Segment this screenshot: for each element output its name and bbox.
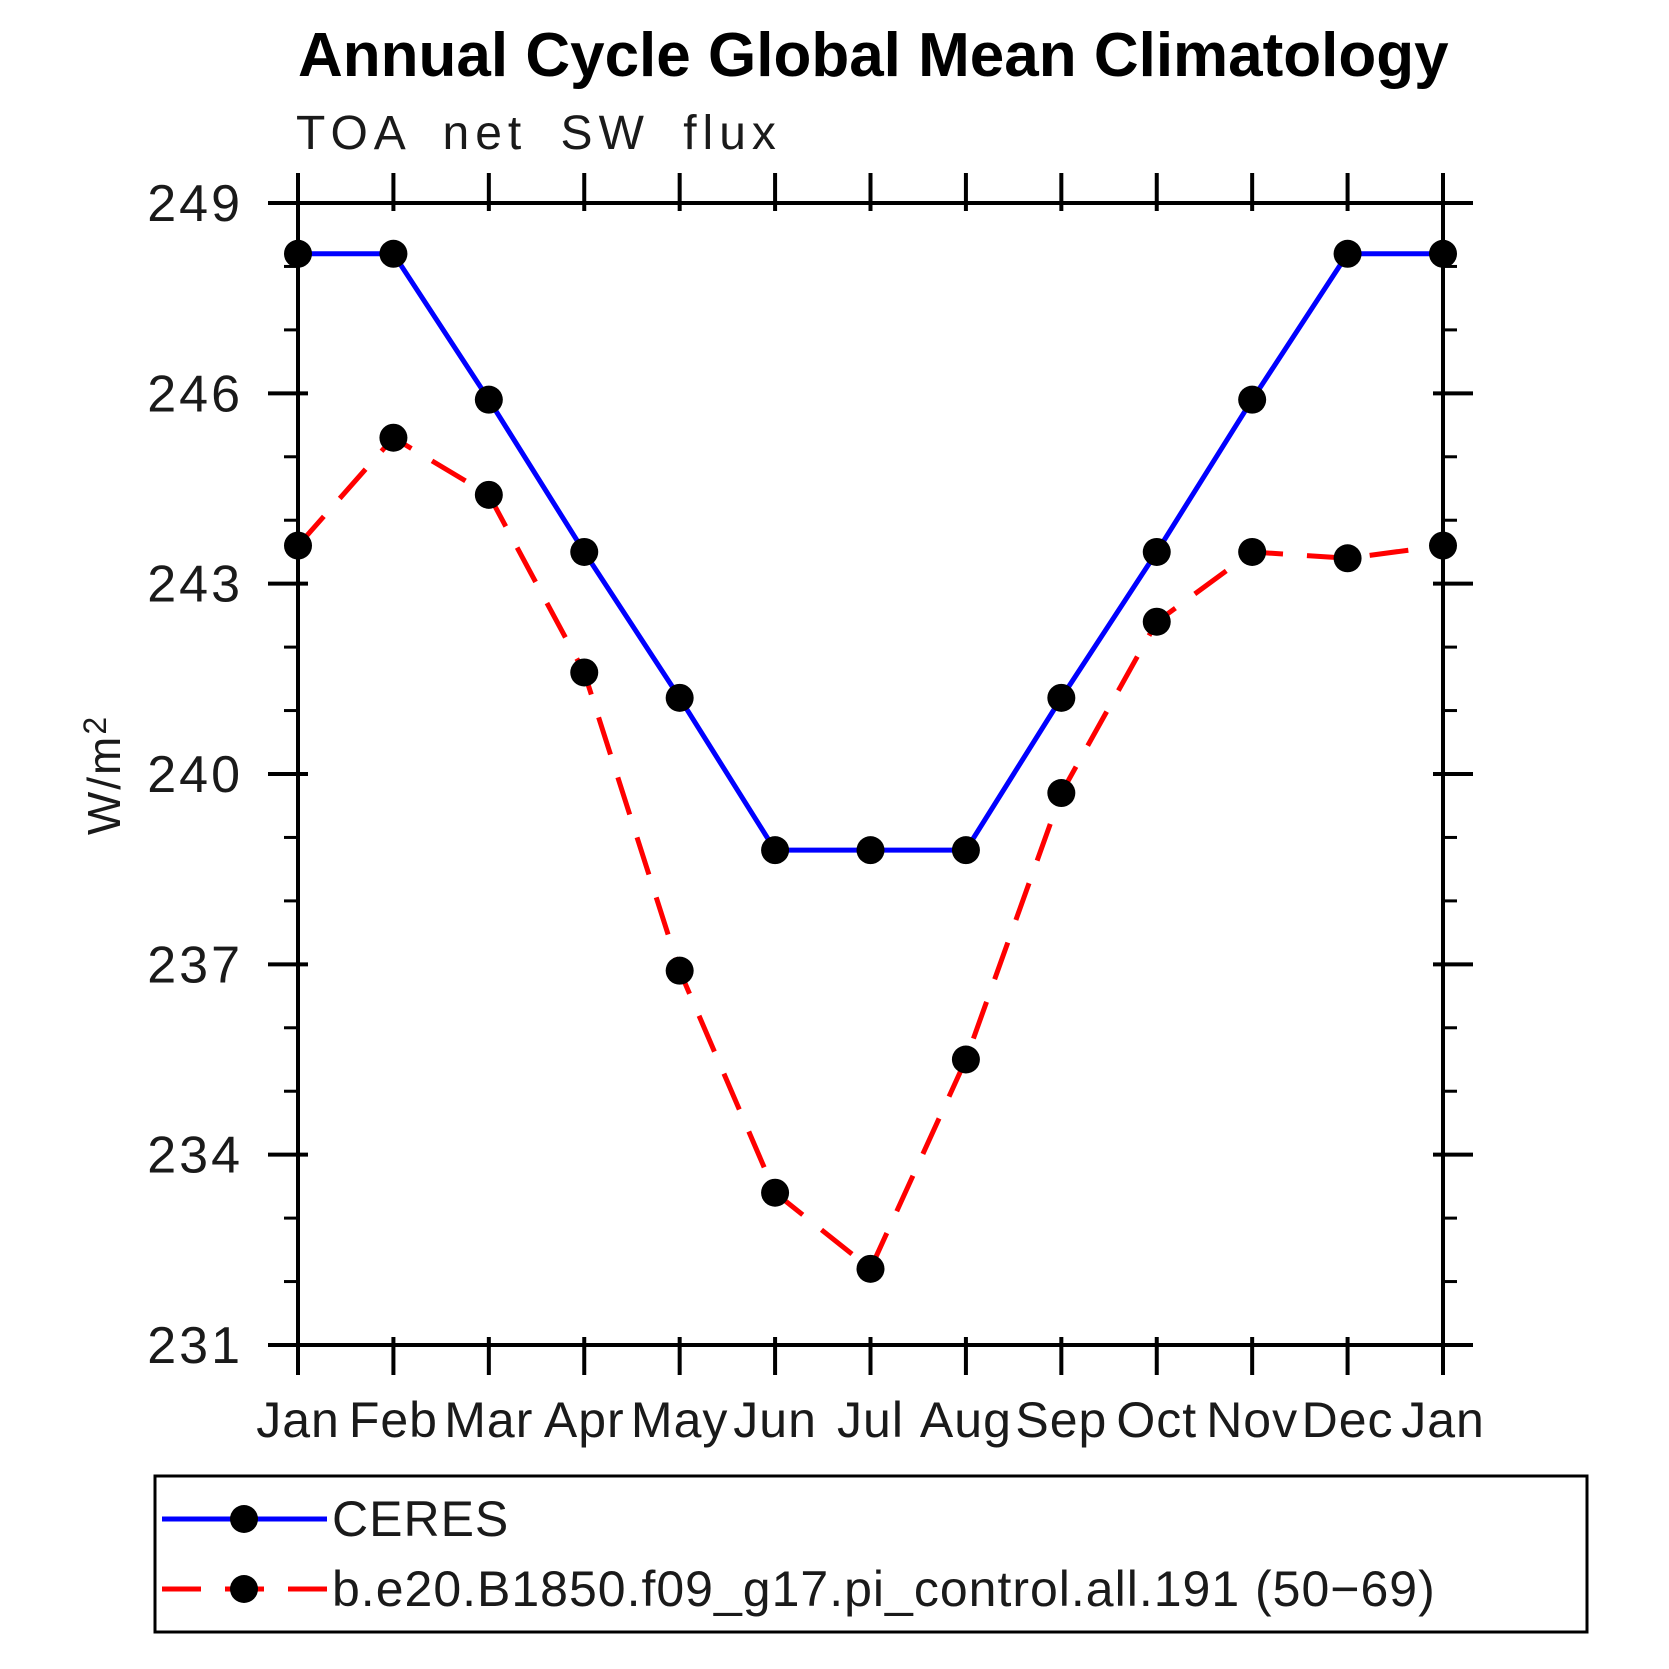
x-tick-label: Feb [349,1392,438,1448]
y-tick-label: 240 [147,746,243,804]
x-tick-label: Sep [1015,1392,1107,1448]
data-point-marker [284,239,312,268]
data-point-marker [665,683,694,712]
data-point-marker [474,385,503,414]
legend-label: CERES [332,1491,509,1547]
y-tick-label: 237 [147,936,243,994]
data-point-marker [1429,239,1457,268]
data-point-marker [284,531,312,560]
data-point-marker [1047,683,1076,712]
y-tick-label: 243 [147,556,243,614]
data-point-marker [665,956,694,985]
y-axis-label: W/m2 [77,715,130,835]
x-tick-label: Aug [920,1392,1012,1448]
y-tick-label: 231 [147,1317,243,1375]
data-point-marker [570,537,599,566]
x-tick-label: Mar [444,1392,533,1448]
x-tick-label: Jan [1401,1392,1485,1448]
data-point-marker [1238,537,1267,566]
data-point-marker [570,658,599,687]
data-point-marker [1142,607,1171,636]
x-tick-label: May [631,1392,728,1448]
data-point-marker [856,836,885,865]
data-point-marker [951,1045,980,1074]
data-point-marker [379,239,408,268]
data-point-marker [1333,544,1362,573]
y-tick-label: 249 [147,175,243,233]
y-tick-label: 234 [147,1127,243,1185]
x-tick-label: Jan [256,1392,340,1448]
data-point-marker [761,836,790,865]
legend-marker [230,1505,258,1533]
data-point-marker [856,1254,885,1283]
x-tick-label: Oct [1116,1392,1197,1448]
data-point-marker [761,1178,790,1207]
data-point-marker [474,480,503,509]
data-point-marker [1333,239,1362,268]
legend-marker [230,1575,258,1603]
x-tick-label: Nov [1206,1392,1298,1448]
data-point-marker [1142,537,1171,566]
legend-label: b.e20.B1850.f09_g17.pi_control.all.191 (… [332,1561,1436,1617]
data-point-marker [1238,385,1267,414]
y-tick-label: 246 [147,365,243,423]
data-point-marker [1429,531,1457,560]
x-tick-label: Jul [837,1392,904,1448]
data-point-marker [379,423,408,452]
legend-box [153,1474,1589,1634]
x-tick-label: Dec [1302,1392,1394,1448]
chart-title: Annual Cycle Global Mean Climatology [298,21,1449,90]
chart-subtitle: TOA net SW flux [296,107,782,160]
x-tick-label: Jun [733,1392,817,1448]
x-tick-label: Apr [544,1392,625,1448]
data-point-marker [951,836,980,865]
data-point-marker [1047,779,1076,808]
